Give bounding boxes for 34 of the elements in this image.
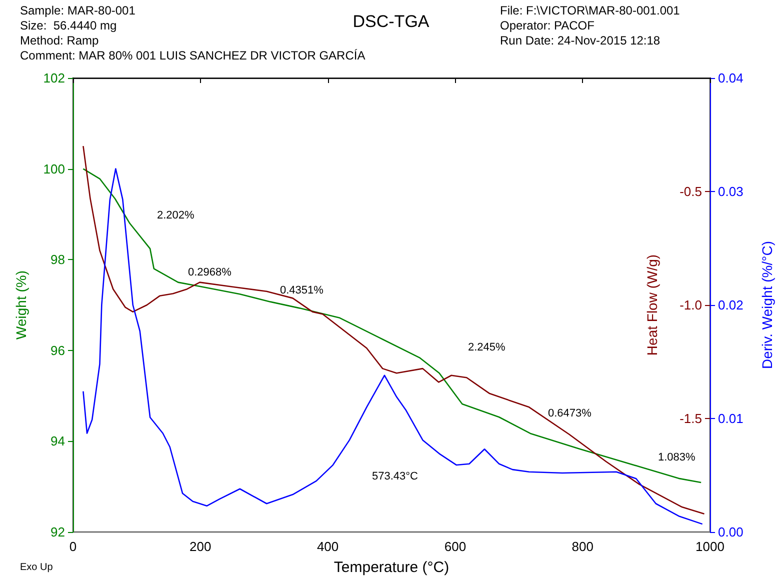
- chart-title: DSC-TGA: [352, 12, 430, 31]
- y3-tick-label: 0.00: [718, 524, 744, 540]
- annotation: 0.6473%: [548, 408, 592, 420]
- annotation: 1.083%: [658, 452, 696, 464]
- x-tick-label: 800: [572, 539, 594, 554]
- y-tick-label: 94: [50, 434, 65, 449]
- y2-tick-label: -1.5: [680, 411, 702, 426]
- y2-axis-title: Heat Flow (W/g): [644, 254, 660, 356]
- y3-tick-label: 0.01: [718, 411, 744, 426]
- text: File: F:\VICTOR\MAR-80-001.001 Operator: PACOF Run Date: 24-Nov-2015 12:18: [500, 4, 680, 48]
- y3-tick-label: 0.02: [718, 298, 744, 312]
- x-axis-title: Temperature (°C): [334, 559, 450, 576]
- annotation: 0.4351%: [280, 284, 324, 296]
- y2-tick-label: -0.5: [680, 184, 702, 199]
- annotation: 2.245%: [468, 342, 506, 354]
- y3-tick-label: 0.03: [718, 184, 744, 199]
- y-tick-label: 96: [50, 342, 65, 358]
- annotation: 2.202%: [157, 210, 195, 222]
- y3-tick-label: 0.04: [718, 70, 744, 86]
- y-tick-label: 102: [43, 70, 65, 86]
- y-tick-label: 98: [50, 252, 65, 268]
- x-tick-label: 400: [316, 539, 339, 554]
- x-tick-label: 600: [444, 539, 466, 554]
- y3-axis-title: Deriv. Weight (%/°C): [759, 241, 775, 369]
- y2-tick-label: -1.0: [680, 298, 702, 312]
- y-axis-title: Weight (%): [13, 270, 29, 340]
- x-tick-label: 0: [69, 539, 77, 554]
- text: Exo Up: [20, 562, 54, 573]
- x-tick-label: 200: [190, 539, 212, 554]
- annotation: 0.2968%: [188, 266, 232, 278]
- y-tick-label: 100: [43, 161, 65, 176]
- y-tick-label: 92: [50, 524, 65, 540]
- annotation: 573.43°C: [372, 470, 418, 482]
- x-tick-label: 1000: [696, 539, 724, 554]
